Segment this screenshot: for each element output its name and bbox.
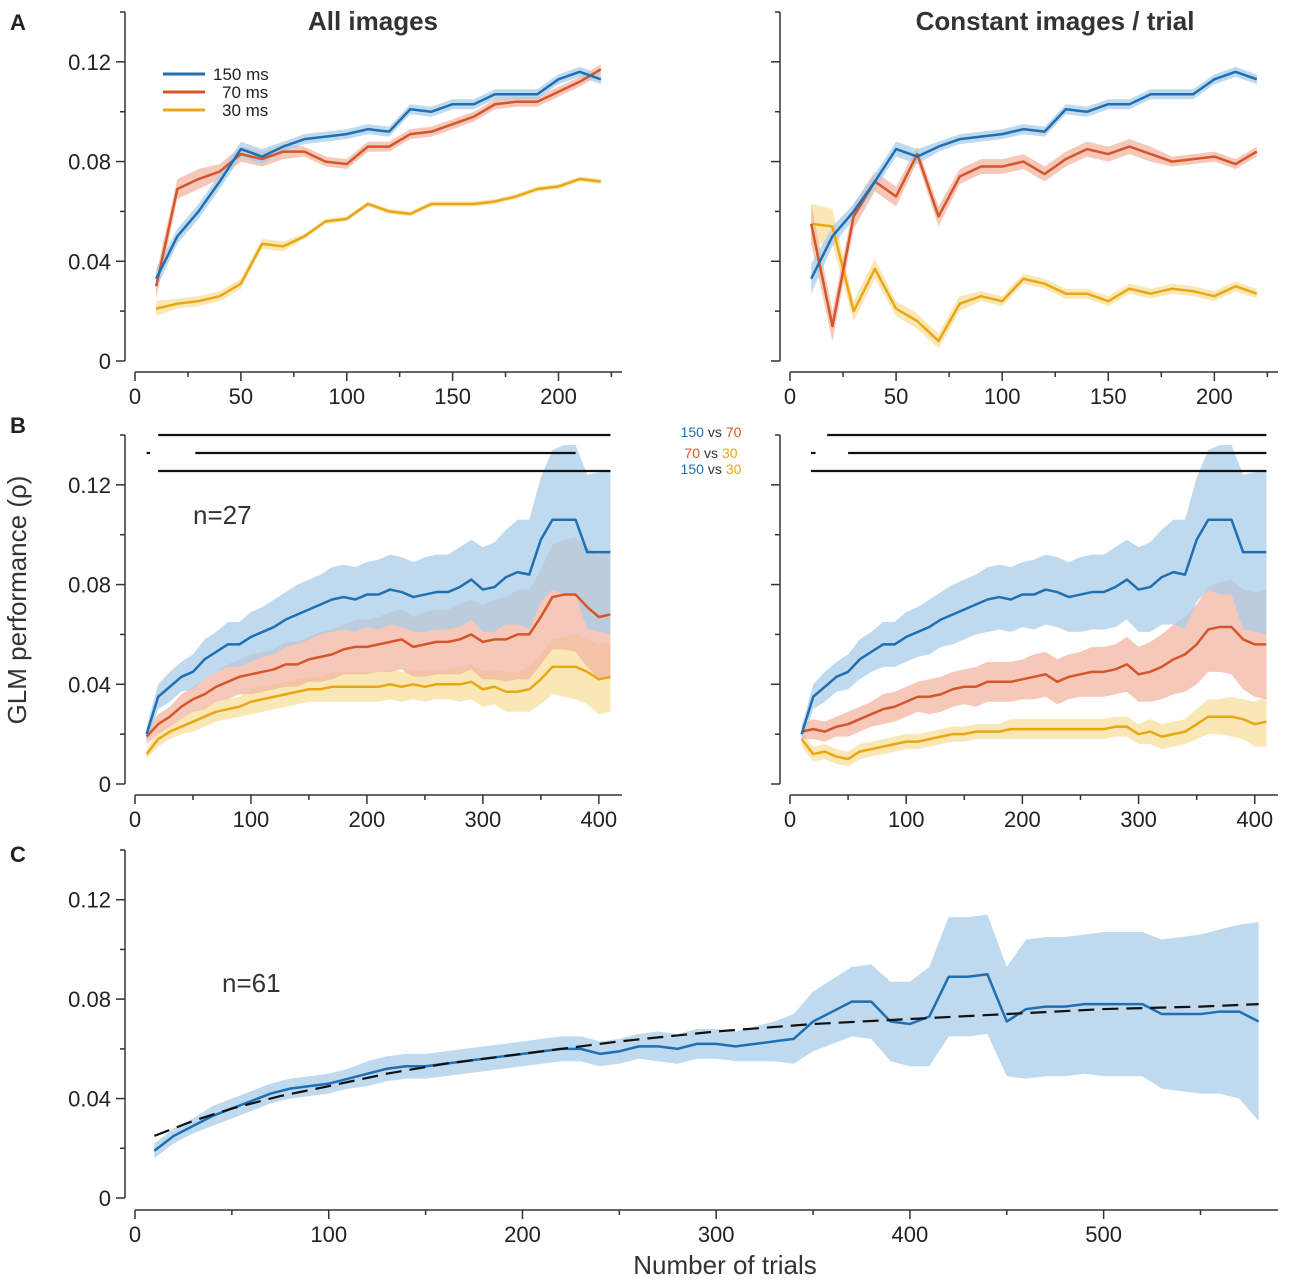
- y-tick-label: 0.04: [68, 672, 111, 697]
- x-tick-label: 0: [129, 1222, 141, 1247]
- x-tick-label: 200: [540, 384, 577, 409]
- x-tick-label: 0: [784, 807, 796, 832]
- cmp-b: 70: [726, 424, 742, 440]
- series-line-150-ms: [800, 518, 1267, 735]
- error-band-70-ms: [801, 579, 1267, 742]
- x-tick-label: 0: [784, 384, 796, 409]
- error-band-30-ms: [801, 696, 1267, 767]
- y-tick-label: 0: [99, 772, 111, 797]
- panel-letter-c: C: [10, 842, 26, 867]
- chart-b-right: 0 100 200 300 400: [771, 433, 1278, 832]
- x-tick-label: 50: [884, 384, 908, 409]
- legend-label-70: 70 ms: [222, 83, 268, 102]
- x-tick-label: 200: [1004, 807, 1041, 832]
- y-tick-label: 0.04: [68, 249, 111, 274]
- chart-c: 0 0.04 0.08 0.12 0 100 200 300 400 500: [68, 849, 1278, 1247]
- x-tick-label: 100: [233, 807, 270, 832]
- x-tick-label: 200: [349, 807, 386, 832]
- n-annotation-b: n=27: [193, 500, 252, 530]
- series-line-mean: [153, 973, 1260, 1152]
- x-tick-label: 100: [328, 384, 365, 409]
- chart-a-right-title: Constant images / trial: [916, 6, 1195, 36]
- error-band-30-ms: [146, 634, 611, 760]
- series-line-30-ms: [155, 177, 601, 310]
- error-band-150-ms: [811, 66, 1257, 294]
- comparison-150-vs-70: 150 vs 70: [681, 424, 742, 440]
- comparison-legend: 150 vs 70 70 vs 30 150 vs 30: [681, 424, 742, 477]
- cmp-vs: vs: [708, 461, 722, 477]
- x-tick-label: 100: [984, 384, 1021, 409]
- cmp-a: 150: [681, 424, 705, 440]
- x-tick-label: 150: [434, 384, 471, 409]
- series-line-30-ms: [811, 222, 1258, 343]
- series-line-30-ms: [145, 665, 611, 755]
- chart-a-left-title: All images: [308, 6, 438, 36]
- y-tick-label: 0: [99, 349, 111, 374]
- y-tick-label: 0.04: [68, 1087, 111, 1112]
- legend-label-150: 150 ms: [213, 65, 269, 84]
- series-line-30-ms: [800, 715, 1267, 761]
- panel-letter-b: B: [10, 413, 26, 438]
- x-axis-label: Number of trials: [633, 1250, 817, 1280]
- error-band-70-ms: [811, 139, 1257, 342]
- chart-a-right: 0 50 100 150 200: [771, 11, 1278, 409]
- x-tick-label: 300: [698, 1222, 735, 1247]
- x-tick-label: 300: [464, 807, 501, 832]
- y-tick-label: 0: [99, 1186, 111, 1211]
- y-tick-label: 0.08: [68, 573, 111, 598]
- x-tick-label: 500: [1085, 1222, 1122, 1247]
- series-line-150-ms: [810, 70, 1258, 280]
- error-band-70-ms: [156, 64, 601, 299]
- fit-line: [153, 1003, 1259, 1137]
- panel-letter-a: A: [10, 10, 26, 35]
- x-tick-label: 0: [129, 807, 141, 832]
- error-band-70-ms: [146, 537, 611, 745]
- y-tick-label: 0.08: [68, 987, 111, 1012]
- series-line-70-ms: [801, 625, 1267, 733]
- series-line-70-ms: [154, 68, 602, 287]
- x-tick-label: 100: [888, 807, 925, 832]
- x-tick-label: 200: [1196, 384, 1233, 409]
- x-tick-label: 200: [504, 1222, 541, 1247]
- cmp-vs: vs: [708, 424, 722, 440]
- y-axis-label: GLM performance (ρ): [2, 476, 32, 725]
- x-tick-label: 400: [892, 1222, 929, 1247]
- x-tick-label: 50: [229, 384, 253, 409]
- cmp-a: 150: [681, 461, 705, 477]
- series-line-150-ms: [155, 70, 602, 280]
- chart-a-left: 0 0.04 0.08 0.12 0 50 100 150 200: [68, 11, 622, 409]
- y-tick-label: 0.12: [68, 50, 111, 75]
- error-band-mean: [154, 914, 1259, 1159]
- series-line-70-ms: [809, 145, 1258, 328]
- x-tick-label: 400: [1236, 807, 1273, 832]
- y-tick-label: 0.08: [68, 150, 111, 175]
- y-tick-label: 0.12: [68, 473, 111, 498]
- x-tick-label: 400: [580, 807, 617, 832]
- cmp-a: 70: [684, 445, 700, 461]
- chart-b-left: 0 0.04 0.08 0.12 0 100 200 300 400: [68, 433, 622, 832]
- cmp-vs: vs: [704, 445, 718, 461]
- legend-label-30: 30 ms: [222, 101, 268, 120]
- x-tick-label: 150: [1090, 384, 1127, 409]
- x-tick-label: 100: [310, 1222, 347, 1247]
- cmp-b: 30: [726, 461, 742, 477]
- comparison-70-vs-30: 70 vs 30: [684, 445, 737, 461]
- n-annotation-c: n=61: [222, 968, 281, 998]
- series-line-150-ms: [145, 518, 611, 735]
- comparison-150-vs-30: 150 vs 30: [681, 461, 742, 477]
- legend: 150 ms 70 ms 30 ms: [163, 65, 269, 120]
- x-tick-label: 300: [1120, 807, 1157, 832]
- cmp-b: 30: [722, 445, 738, 461]
- error-band-30-ms: [156, 176, 601, 317]
- x-tick-label: 0: [129, 384, 141, 409]
- series-line-70-ms: [145, 593, 611, 738]
- y-tick-label: 0.12: [68, 888, 111, 913]
